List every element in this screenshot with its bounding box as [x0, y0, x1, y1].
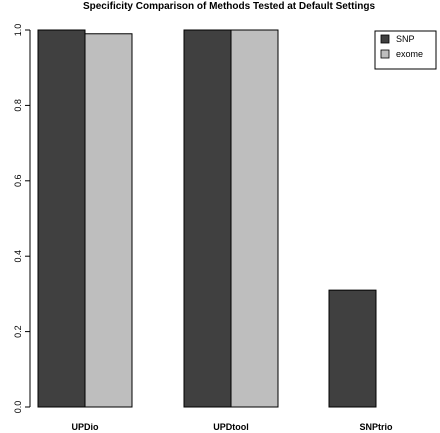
legend-label-snp: SNP [396, 34, 415, 44]
x-tick-label: UPDio [72, 422, 100, 432]
y-tick-label: 0.2 [13, 325, 23, 338]
y-tick-label: 1.0 [13, 24, 23, 37]
y-axis: 0.0 0.2 0.4 0.6 0.8 1.0 [13, 24, 31, 414]
legend-box [374, 30, 437, 70]
legend-label-exome: exome [396, 49, 423, 59]
x-tick-label: SNPtrio [359, 422, 393, 432]
bar-updtool-snp [183, 29, 232, 408]
legend: SNP exome [374, 30, 437, 70]
bar-snptrio-snp [328, 289, 377, 408]
bar-updio-exome [84, 33, 133, 408]
y-tick-label: 0.8 [13, 99, 23, 112]
legend-swatch-snp [380, 34, 390, 44]
y-tick-label: 0.0 [13, 401, 23, 414]
legend-swatch-exome [380, 49, 390, 59]
bars [37, 29, 377, 408]
x-axis-labels: UPDio UPDtool SNPtrio [72, 422, 393, 432]
y-tick-label: 0.4 [13, 250, 23, 263]
bar-updtool-exome [230, 29, 279, 408]
chart-title: Specificity Comparison of Methods Tested… [83, 1, 376, 12]
bar-updio-snp [37, 29, 86, 408]
x-tick-label: UPDtool [213, 422, 249, 432]
y-tick-label: 0.6 [13, 175, 23, 188]
